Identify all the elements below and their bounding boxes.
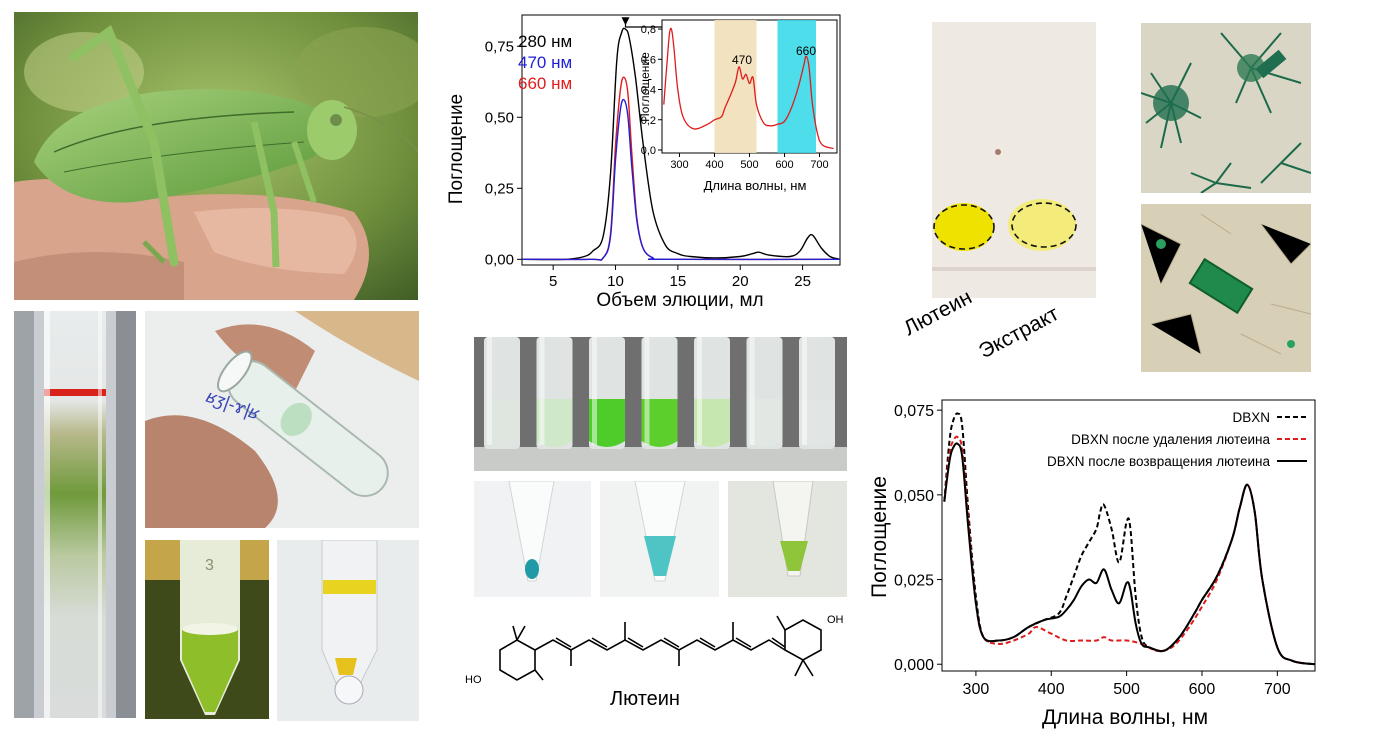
lutein-ho-group: HO [465, 674, 482, 686]
grasshopper-photo [14, 12, 418, 300]
inset-x-tick-label: 500 [740, 159, 758, 171]
inset-x-tick-label: 300 [670, 159, 688, 171]
fraction-tubes-photo [474, 337, 847, 471]
spectrum-y-tick-label: 0,050 [894, 488, 934, 505]
spectrum-series-line [943, 412, 1316, 666]
elution-x-tick-label: 5 [549, 273, 557, 290]
green-tube-photo: 3 [145, 540, 269, 719]
inset-band-660: 660 [796, 44, 817, 58]
fraction-tube-liquid [694, 399, 730, 447]
inset-y-tick-label: 0,6 [641, 54, 656, 66]
spectrum-y-tick-label: 0,025 [894, 573, 934, 590]
elution-legend-280: 280 нм [518, 32, 573, 51]
elution-x-tick-label: 15 [670, 273, 687, 290]
crystals-prism-photo [1141, 204, 1311, 372]
spectrum-legend-label: DBXN после возвращения лютеина [1047, 454, 1270, 469]
tube-glare [592, 337, 597, 445]
spectrum-x-tick-label: 500 [1113, 681, 1140, 698]
elution-series-280-нм [521, 27, 841, 261]
tube-glare [487, 337, 492, 445]
elution-xlabel: Объем элюции, мл [596, 290, 764, 311]
tlc-plate-photo [932, 22, 1096, 298]
spectrum-xlabel: Длина волны, нм [1041, 706, 1209, 729]
pellet-tube-2-photo [600, 481, 719, 597]
tube-glare [802, 337, 807, 445]
inset-y-tick-label: 0,2 [641, 115, 656, 127]
fraction-tube-liquid [799, 399, 835, 447]
elution-legend-470: 470 нм [518, 53, 573, 72]
fraction-tube-liquid [536, 399, 573, 447]
inset-band-470: 470 [732, 53, 753, 67]
elution-x-tick-label: 10 [607, 273, 624, 290]
tlc-label-extract: Экстракт [975, 302, 1063, 364]
crystals-needle-photo [1141, 23, 1311, 193]
spectrum-legend-label: DBXN [1232, 410, 1270, 425]
spectrum-y-tick-label: 0,000 [894, 657, 934, 674]
inset-y-tick-label: 0,4 [641, 85, 656, 97]
spectrum-series-line [943, 442, 1316, 666]
spectrum-legend-label: DBXN после удаления лютеина [1071, 432, 1270, 447]
inset-band-1 [777, 20, 816, 153]
fraction-tube-liquid [589, 399, 625, 447]
spectrum-y-tick-label: 0,075 [894, 403, 934, 420]
spectrum-x-tick-label: 400 [1038, 681, 1065, 698]
inset-y-tick-label: 0,8 [641, 24, 656, 36]
inset-x-tick-label: 700 [810, 159, 828, 171]
spectrum-chart: 300 400 500 600 700 0,000 0,025 0,050 0,075 DBXN… [855, 390, 1375, 740]
lutein-caption: Лютеин [610, 688, 680, 710]
inset-band-0 [714, 20, 757, 153]
spectrum-x-tick-label: 700 [1264, 681, 1291, 698]
pellet-tube-1-photo [474, 481, 591, 597]
inset-ylabel: Поглощение [638, 52, 652, 122]
fraction-tube-liquid [641, 399, 678, 447]
test-tube-hand-photo: ʁʒ|-ɤ|ʁ [145, 311, 419, 528]
column-photo [14, 311, 136, 718]
spectrum-plot-frame [941, 399, 1316, 672]
elution-y-tick-label: 0,25 [485, 180, 514, 197]
elution-series-470-нм [521, 98, 841, 261]
elution-x-tick-label: 20 [732, 273, 749, 290]
elution-plot-frame [521, 14, 841, 266]
yellow-tube-photo [277, 540, 419, 721]
spectrum-ylabel: Поглощение [868, 476, 891, 598]
elution-x-tick-label: 25 [794, 273, 811, 290]
elution-chart: 5 10 15 20 25 0,00 0,25 0,50 0,75 300 400 500 600 70… [430, 10, 850, 320]
spectrum-x-tick-label: 300 [963, 681, 990, 698]
elution-legend-660: 660 нм [518, 74, 573, 93]
lutein-oh-group: OH [827, 614, 844, 626]
svg-text:3: 3 [205, 557, 214, 574]
inset-spectrum-line [663, 27, 834, 150]
elution-y-tick-label: 0,00 [485, 251, 514, 268]
spectrum-x-tick-label: 600 [1189, 681, 1216, 698]
fraction-tube-liquid [746, 399, 783, 447]
tube-glare [749, 337, 755, 445]
elution-ylabel: Поглощение [446, 93, 467, 205]
inset-x-tick-label: 600 [775, 159, 793, 171]
tube-glare [697, 337, 702, 445]
tube-glare [539, 337, 545, 445]
pellet-tube-3-photo [728, 481, 847, 597]
fraction-tube-liquid [484, 399, 520, 447]
elution-y-tick-label: 0,75 [485, 38, 514, 55]
lutein-skeletal-formula: HO OH [465, 614, 844, 686]
spectrum-chart-svg: 300 400 500 600 700 0,000 0,025 0,050 0,075 DBXN… [894, 399, 1316, 698]
lutein-structure: HO OH Лютеин [455, 608, 855, 718]
inset-x-tick-label: 400 [705, 159, 723, 171]
elution-chart-svg: 5 10 15 20 25 0,00 0,25 0,50 0,75 300 400 500 600 70… [485, 14, 841, 290]
tube-glare [644, 337, 650, 445]
elution-y-tick-label: 0,50 [485, 109, 514, 126]
inset-y-tick-label: 0,0 [641, 145, 656, 157]
peak-arrowhead [621, 17, 630, 26]
inset-xlabel: Длина волны, нм [703, 178, 807, 193]
